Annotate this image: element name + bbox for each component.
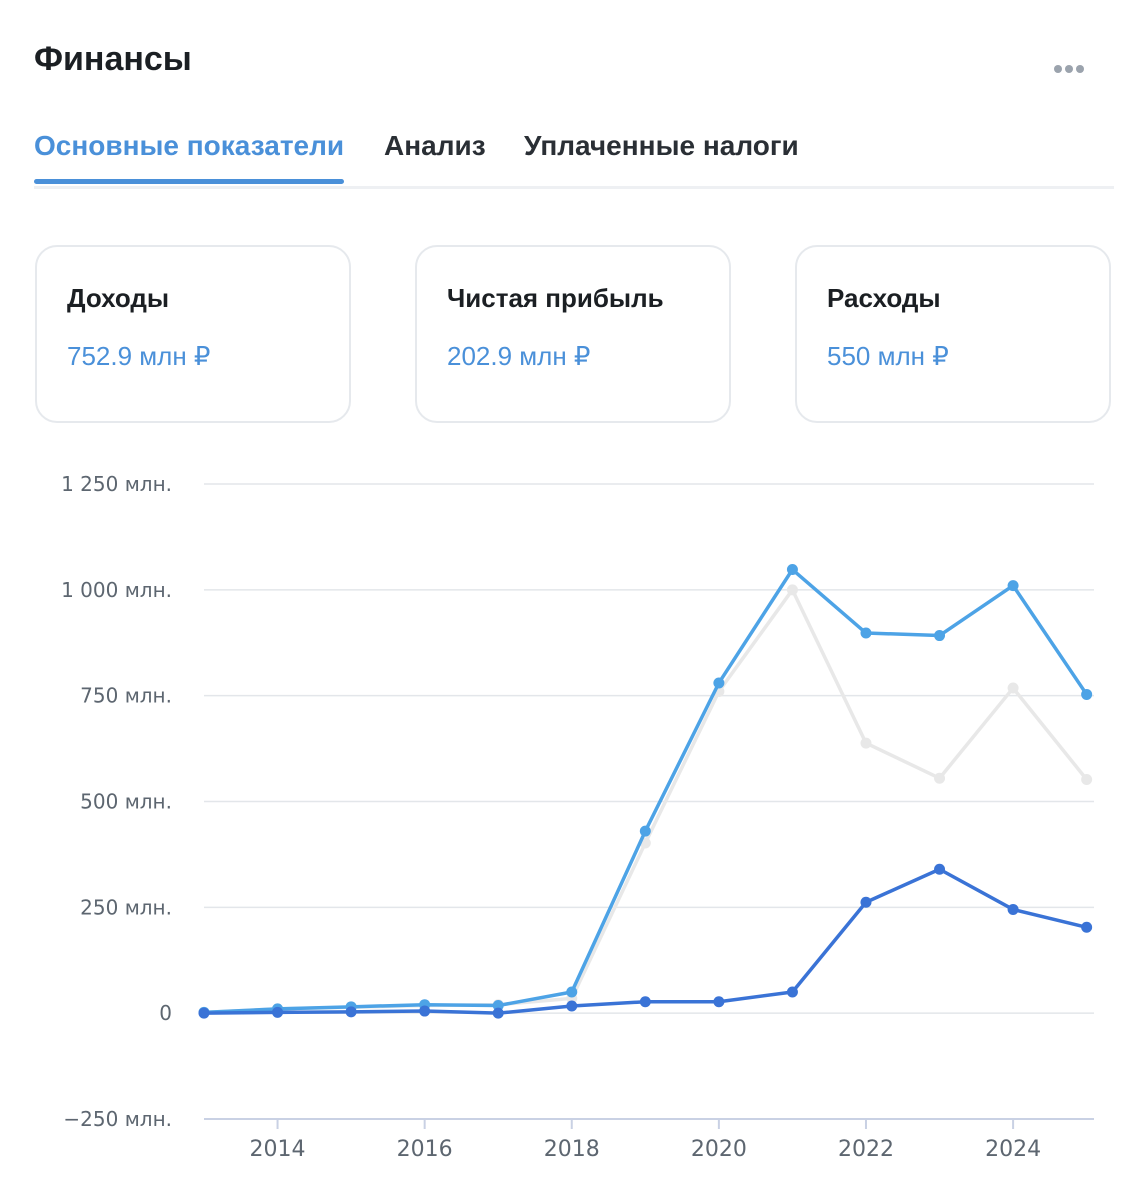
x-tick-label: 2014	[250, 1137, 306, 1162]
y-tick-label: −250 млн.	[63, 1107, 172, 1131]
page-title: Финансы	[34, 40, 192, 78]
card-net-profit-value: 202.9 млн ₽	[447, 341, 591, 371]
data-point-income	[639, 825, 651, 837]
data-point-income	[860, 627, 872, 639]
data-point-profit	[492, 1007, 504, 1019]
data-point-profit	[1007, 903, 1019, 915]
data-point-income	[1007, 580, 1019, 592]
data-point-profit	[198, 1007, 210, 1019]
data-point-expenses	[1081, 773, 1093, 785]
card-income-value: 752.9 млн ₽	[67, 341, 211, 371]
finance-line-chart: −250 млн. 0 250 млн. 500 млн. 750 млн. 1 000 …	[61, 472, 1094, 1162]
data-point-income	[786, 564, 798, 576]
data-point-profit	[345, 1006, 357, 1018]
card-expenses[interactable]: Расходы 550 млн ₽	[795, 245, 1111, 423]
data-point-profit	[566, 1000, 578, 1012]
y-tick-label: 1 000 млн.	[61, 578, 172, 602]
data-point-income	[713, 677, 725, 689]
card-income-label: Доходы	[67, 283, 170, 313]
x-tick-label: 2018	[544, 1137, 600, 1162]
data-point-expenses	[786, 584, 798, 596]
tab-paid-taxes[interactable]: Уплаченные налоги	[524, 130, 799, 161]
series-line-income	[203, 567, 1089, 1015]
data-point-income	[492, 1000, 504, 1012]
data-point-expenses	[934, 772, 946, 784]
data-point-profit	[860, 896, 872, 908]
data-point-profit	[713, 996, 725, 1008]
y-tick-label: 0	[159, 1001, 172, 1025]
series-line-profit	[203, 867, 1088, 1015]
y-tick-label: 750 млн.	[80, 684, 172, 708]
data-point-profit	[639, 996, 651, 1008]
tab-main-indicators[interactable]: Основные показатели	[34, 130, 345, 161]
tab-bar: Основные показатели Анализ Уплаченные на…	[34, 124, 1114, 189]
data-point-expenses	[860, 737, 872, 749]
x-tick-label: 2024	[985, 1137, 1041, 1162]
card-income[interactable]: Доходы 752.9 млн ₽	[35, 245, 351, 423]
card-expenses-label: Расходы	[827, 283, 941, 313]
x-tick-label: 2022	[838, 1137, 894, 1162]
tab-analysis[interactable]: Анализ	[384, 130, 486, 161]
card-net-profit[interactable]: Чистая прибыль 202.9 млн ₽	[415, 245, 731, 423]
data-point-profit	[1081, 921, 1093, 933]
data-point-expenses	[1007, 682, 1019, 694]
card-expenses-value: 550 млн ₽	[827, 341, 949, 371]
card-net-profit-label: Чистая прибыль	[447, 283, 664, 313]
x-tick-label: 2020	[691, 1137, 747, 1162]
y-tick-label: 500 млн.	[80, 790, 172, 814]
data-point-income	[934, 630, 946, 642]
data-point-income	[566, 986, 578, 998]
active-tab-indicator	[34, 179, 344, 184]
y-tick-label: 1 250 млн.	[61, 472, 172, 496]
y-tick-label: 250 млн.	[80, 895, 172, 919]
data-point-profit	[934, 863, 946, 875]
data-point-income	[1081, 688, 1093, 700]
more-options-icon[interactable]	[1054, 62, 1090, 76]
data-point-profit	[786, 986, 798, 998]
x-tick-label: 2016	[397, 1137, 453, 1162]
data-point-profit	[272, 1006, 284, 1018]
data-point-profit	[419, 1005, 431, 1017]
